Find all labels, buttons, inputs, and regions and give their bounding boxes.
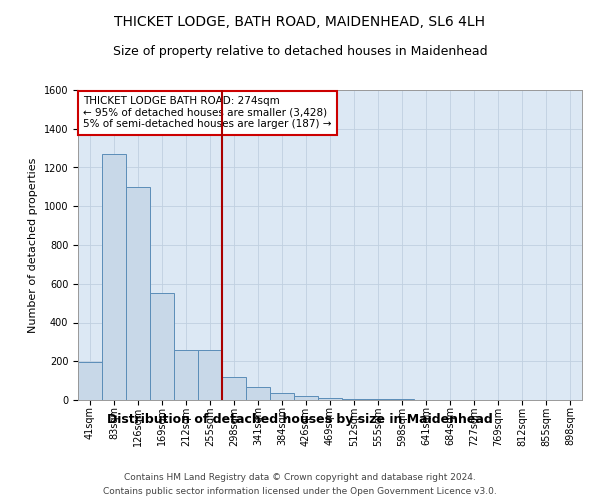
- Bar: [198, 350, 222, 400]
- Bar: [318, 398, 342, 400]
- Bar: [174, 350, 198, 400]
- Bar: [102, 154, 126, 400]
- Bar: [222, 377, 246, 400]
- Bar: [294, 396, 318, 400]
- Bar: [246, 388, 270, 400]
- Text: Size of property relative to detached houses in Maidenhead: Size of property relative to detached ho…: [113, 45, 487, 58]
- Bar: [366, 399, 390, 400]
- Text: THICKET LODGE BATH ROAD: 274sqm
← 95% of detached houses are smaller (3,428)
5% : THICKET LODGE BATH ROAD: 274sqm ← 95% of…: [83, 96, 332, 130]
- Text: THICKET LODGE, BATH ROAD, MAIDENHEAD, SL6 4LH: THICKET LODGE, BATH ROAD, MAIDENHEAD, SL…: [115, 15, 485, 29]
- Text: Contains HM Land Registry data © Crown copyright and database right 2024.: Contains HM Land Registry data © Crown c…: [124, 472, 476, 482]
- Text: Contains public sector information licensed under the Open Government Licence v3: Contains public sector information licen…: [103, 488, 497, 496]
- Bar: [342, 398, 366, 400]
- Bar: [126, 187, 150, 400]
- Y-axis label: Number of detached properties: Number of detached properties: [28, 158, 38, 332]
- Bar: [150, 294, 174, 400]
- Text: Distribution of detached houses by size in Maidenhead: Distribution of detached houses by size …: [107, 412, 493, 426]
- Bar: [270, 393, 294, 400]
- Bar: [78, 362, 102, 400]
